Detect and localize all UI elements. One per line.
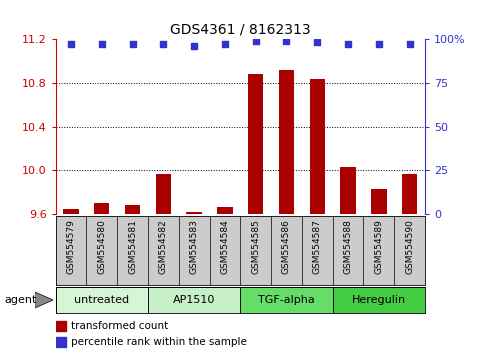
Bar <box>148 287 241 313</box>
Text: GSM554590: GSM554590 <box>405 219 414 274</box>
Bar <box>217 206 233 214</box>
Text: GSM554580: GSM554580 <box>97 219 106 274</box>
Text: transformed count: transformed count <box>71 321 168 331</box>
Text: untreated: untreated <box>74 295 129 305</box>
Point <box>159 41 167 47</box>
Text: GSM554585: GSM554585 <box>251 219 260 274</box>
Bar <box>279 70 294 214</box>
Point <box>313 40 321 45</box>
Bar <box>333 287 425 313</box>
Text: agent: agent <box>5 295 37 305</box>
Text: GSM554584: GSM554584 <box>220 219 229 274</box>
Point <box>98 41 106 47</box>
Point <box>283 38 290 44</box>
Text: GSM554579: GSM554579 <box>67 219 75 274</box>
Text: GSM554588: GSM554588 <box>343 219 353 274</box>
Text: percentile rank within the sample: percentile rank within the sample <box>71 337 247 347</box>
Bar <box>125 205 140 214</box>
Bar <box>56 287 148 313</box>
Bar <box>240 287 333 313</box>
Text: GSM554589: GSM554589 <box>374 219 384 274</box>
Point <box>252 38 259 44</box>
Bar <box>94 203 110 214</box>
Bar <box>402 174 417 214</box>
Text: GSM554583: GSM554583 <box>190 219 199 274</box>
Point <box>406 41 413 47</box>
Polygon shape <box>35 292 53 308</box>
Bar <box>371 189 386 214</box>
Text: Heregulin: Heregulin <box>352 295 406 305</box>
Text: GSM554586: GSM554586 <box>282 219 291 274</box>
Text: GSM554582: GSM554582 <box>159 219 168 274</box>
Point <box>375 41 383 47</box>
Text: GSM554587: GSM554587 <box>313 219 322 274</box>
Point <box>344 41 352 47</box>
Point <box>190 43 198 49</box>
Text: AP1510: AP1510 <box>173 295 215 305</box>
Bar <box>56 337 66 347</box>
Point <box>67 41 75 47</box>
Bar <box>56 321 66 331</box>
Bar <box>156 174 171 214</box>
Bar <box>186 212 202 214</box>
Point <box>128 41 136 47</box>
Bar <box>248 74 263 214</box>
Bar <box>310 79 325 214</box>
Text: TGF-alpha: TGF-alpha <box>258 295 315 305</box>
Text: GSM554581: GSM554581 <box>128 219 137 274</box>
Bar <box>341 167 356 214</box>
Title: GDS4361 / 8162313: GDS4361 / 8162313 <box>170 22 311 36</box>
Bar <box>63 209 79 214</box>
Point <box>221 41 229 47</box>
